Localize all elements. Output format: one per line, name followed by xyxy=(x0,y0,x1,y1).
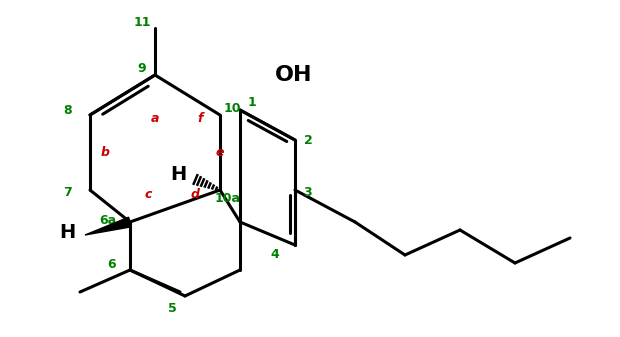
Text: f: f xyxy=(197,112,203,124)
Text: c: c xyxy=(144,188,152,202)
Text: 5: 5 xyxy=(167,302,176,314)
Text: 4: 4 xyxy=(270,248,280,262)
Text: 6: 6 xyxy=(108,258,117,272)
Text: H: H xyxy=(59,222,75,242)
Text: d: d xyxy=(190,188,200,202)
Text: e: e xyxy=(216,146,224,158)
Text: 9: 9 xyxy=(138,61,146,74)
Text: 8: 8 xyxy=(64,103,73,117)
Text: 3: 3 xyxy=(304,185,312,198)
Text: H: H xyxy=(170,165,186,184)
Text: 10: 10 xyxy=(223,101,241,115)
Text: 6a: 6a xyxy=(99,214,117,226)
Text: b: b xyxy=(100,146,110,158)
Text: 7: 7 xyxy=(64,185,73,198)
Text: a: a xyxy=(151,112,159,124)
Text: 1: 1 xyxy=(247,95,257,109)
Polygon shape xyxy=(85,217,131,235)
Text: 11: 11 xyxy=(133,16,151,29)
Text: 10a: 10a xyxy=(215,191,241,205)
Text: OH: OH xyxy=(275,65,312,85)
Text: 2: 2 xyxy=(304,133,312,147)
